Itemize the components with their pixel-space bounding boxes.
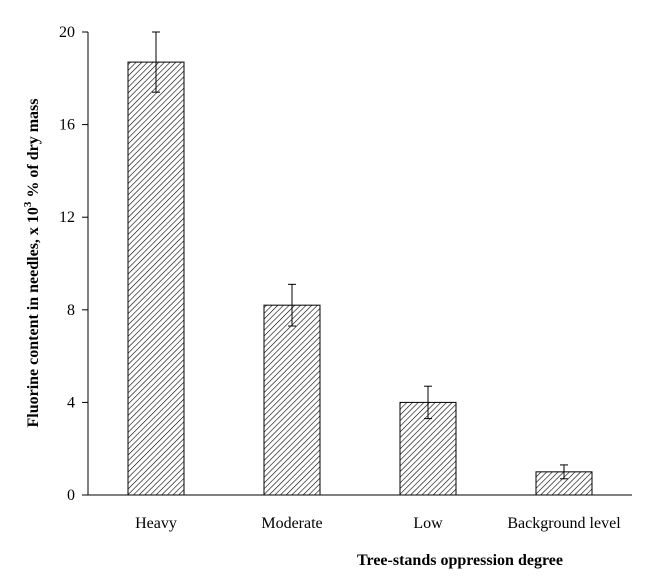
y-tick-label-12: 12 bbox=[59, 209, 75, 226]
x-tick-label-0: Heavy bbox=[135, 515, 177, 532]
bar-1 bbox=[263, 304, 321, 496]
y-axis-title-main: Fluorine content in needles, x 10 bbox=[25, 207, 42, 427]
x-axis-title: Tree-stands oppression degree bbox=[357, 552, 563, 569]
y-tick-label-20: 20 bbox=[59, 24, 75, 41]
y-axis-title-sup: 3 bbox=[22, 201, 34, 207]
x-tick-label-2: Low bbox=[413, 515, 443, 532]
bar-0 bbox=[127, 61, 185, 496]
y-tick-label-4: 4 bbox=[67, 394, 75, 411]
y-tick-label-16: 16 bbox=[59, 117, 75, 134]
y-tick-label-8: 8 bbox=[67, 302, 75, 319]
y-axis-title-rest: % of dry mass bbox=[25, 98, 42, 201]
plot-area: 0 4 8 12 16 20 Heavy Moderate Low Background leve… bbox=[59, 24, 621, 532]
x-tick-label-1: Moderate bbox=[261, 515, 322, 532]
x-tick-label-3: Background level bbox=[507, 515, 621, 532]
y-axis-title: Fluorine content in needles, x 103 % of … bbox=[22, 98, 42, 427]
y-tick-label-0: 0 bbox=[67, 487, 75, 504]
